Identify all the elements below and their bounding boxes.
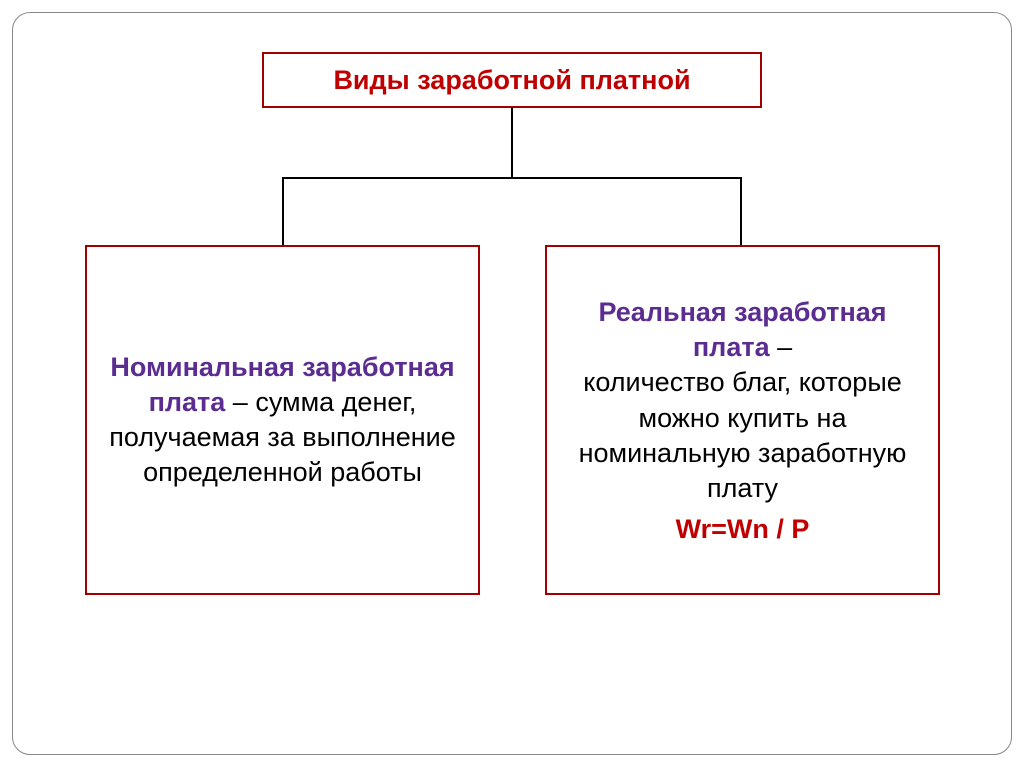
right-dash: – (770, 332, 793, 362)
left-node: Номинальная заработная плата – сумма ден… (85, 245, 480, 595)
right-node: Реальная заработная плата – количество б… (545, 245, 940, 595)
title-text: Виды заработной платной (333, 65, 690, 96)
left-node-content: Номинальная заработная плата – сумма ден… (107, 350, 458, 490)
connector-line (740, 177, 742, 245)
connector-line (282, 177, 742, 179)
connector-line (511, 108, 513, 178)
left-dash: – (225, 387, 255, 417)
title-node: Виды заработной платной (262, 52, 762, 108)
right-heading-line: Реальная заработная плата – (575, 295, 910, 365)
right-formula: Wr=Wn / P (676, 514, 810, 545)
connector-line (282, 177, 284, 245)
right-body: количество благ, которые можно купить на… (575, 365, 910, 505)
right-heading: Реальная заработная плата (598, 297, 886, 362)
